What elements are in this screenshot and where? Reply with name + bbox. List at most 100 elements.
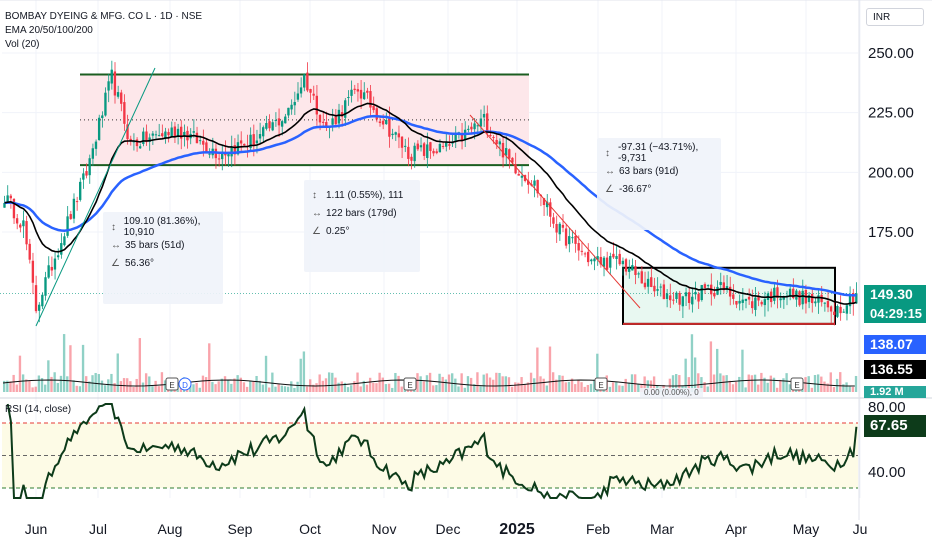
candle — [366, 87, 369, 99]
drawings[interactable] — [35, 67, 641, 327]
candle-body — [643, 282, 647, 288]
event-marker: E — [165, 377, 179, 391]
volume-bar — [504, 376, 507, 392]
candle-body — [659, 286, 662, 288]
candle — [643, 271, 647, 290]
volume-bar — [567, 381, 571, 392]
candle — [545, 194, 549, 216]
candle — [422, 141, 426, 161]
candle — [176, 123, 180, 145]
volume-bar — [50, 376, 53, 392]
candle-body — [132, 141, 136, 143]
candle — [116, 85, 120, 99]
candle-body — [744, 298, 748, 301]
time-label-feb: Feb — [586, 521, 610, 537]
candle — [227, 151, 230, 167]
candle — [274, 112, 277, 127]
volume-bar — [37, 375, 41, 392]
volume-bar — [293, 387, 296, 392]
candle-body — [773, 287, 776, 301]
candle-body — [385, 119, 388, 125]
price-tick-225.00: 225.00 — [868, 105, 914, 122]
volume-bar — [264, 355, 268, 392]
currency-badge[interactable]: INR — [866, 8, 924, 26]
candle-body — [104, 92, 107, 116]
event-marker: E — [790, 377, 804, 391]
event-marker: E — [594, 377, 608, 391]
volume-bar — [277, 384, 280, 392]
candle-body — [154, 134, 158, 136]
candle — [665, 289, 669, 308]
candle — [738, 294, 741, 311]
volume-bar — [44, 384, 47, 392]
candle-body — [325, 122, 328, 128]
volume-bar — [785, 373, 788, 392]
candle-body — [508, 149, 511, 159]
candle-body — [760, 301, 763, 305]
candle-body — [426, 144, 429, 159]
candle — [170, 121, 173, 138]
candle-body — [101, 115, 104, 119]
candle-body — [265, 123, 268, 129]
volume-bar — [517, 382, 520, 392]
ema-legend[interactable]: EMA 20/50/100/200 — [5, 25, 93, 36]
candle — [334, 109, 337, 127]
candle-body — [851, 292, 855, 304]
height-icon: ↕ — [312, 189, 317, 201]
candle-body — [287, 107, 290, 116]
candle-body — [549, 202, 552, 217]
volume-bar — [223, 376, 227, 392]
candle-body — [429, 142, 432, 151]
candle — [154, 130, 158, 140]
candle-body — [586, 251, 590, 263]
candle-body — [612, 253, 615, 258]
candle — [132, 133, 136, 151]
candle-body — [833, 311, 836, 315]
candle-body — [72, 198, 76, 219]
measure-box-1[interactable]: ↕ 109.10 (81.36%), 10,910 ↔ 35 bars (51d) … — [103, 212, 223, 304]
volume-bar — [119, 381, 123, 392]
event-marker: D — [178, 377, 192, 391]
candle-body — [454, 134, 457, 142]
volume-bar — [274, 386, 277, 392]
candle-body — [75, 201, 79, 203]
candle-body — [176, 128, 180, 137]
candle — [798, 290, 801, 307]
candle-body — [299, 87, 303, 94]
candle — [728, 276, 732, 306]
symbol-title[interactable]: BOMBAY DYEING & MFG. CO L · 1D · NSE — [5, 11, 203, 22]
candle — [69, 210, 72, 220]
candle-body — [814, 301, 817, 304]
candle — [303, 73, 306, 92]
rsi-value-label: 67.65 — [864, 415, 926, 437]
volume-legend[interactable]: Vol (20) — [5, 39, 40, 50]
volume-bar — [100, 380, 104, 392]
measure-bars: 122 bars (179d) — [326, 207, 397, 219]
time-label-jun: Jun — [25, 521, 48, 537]
volume-bar — [454, 378, 457, 392]
volume-bar — [788, 384, 791, 392]
candle-body — [315, 95, 318, 115]
rsi-tick-80.00: 80.00 — [868, 399, 906, 416]
candle-body — [25, 221, 28, 245]
candle — [848, 286, 852, 315]
candle — [34, 275, 38, 314]
candle-body — [672, 299, 675, 301]
rsi-line — [6, 403, 858, 501]
volume-bar — [365, 384, 369, 392]
measure-box-3[interactable]: ↕ -97.31 (−43.71%), -9,731 ↔ 63 bars (91d)… — [597, 138, 721, 230]
candle — [612, 242, 615, 260]
candle — [669, 283, 672, 309]
candle — [542, 197, 546, 216]
volume-bar — [495, 372, 498, 392]
measure-box-2[interactable]: ↕ 1.11 (0.55%), 111 ↔ 122 bars (179d) ∠ 0.2… — [304, 180, 420, 272]
volume-bar — [687, 377, 690, 392]
volume-bar — [198, 387, 201, 392]
volume-bar — [242, 382, 246, 392]
time-label-sep: Sep — [228, 521, 253, 537]
volume-bar — [211, 381, 214, 392]
volume-bar — [268, 387, 271, 392]
candle — [391, 128, 394, 140]
